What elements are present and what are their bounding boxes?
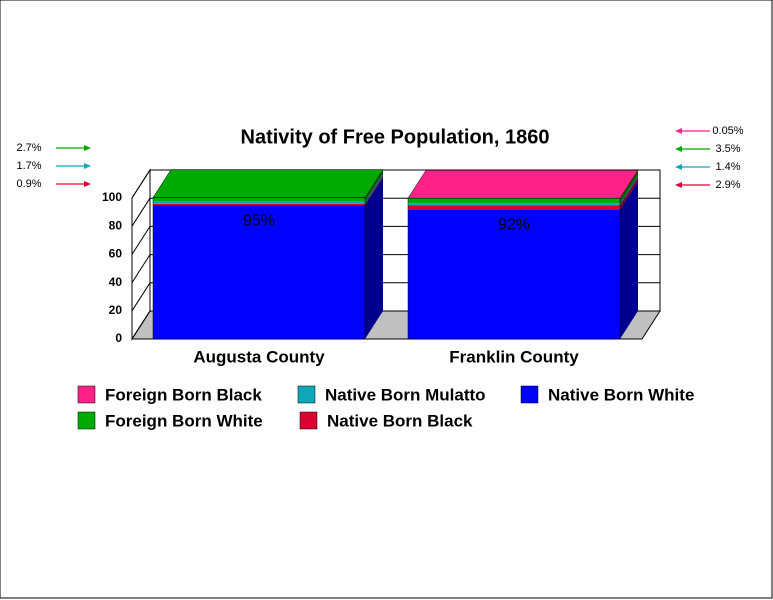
bar-side (620, 181, 638, 339)
bar-segment (153, 201, 365, 204)
legend-label: Foreign Born White (105, 411, 263, 430)
y-tick-label: 60 (109, 247, 123, 261)
bar-top (407, 169, 639, 199)
annotation-label: 0.9% (16, 178, 41, 190)
bar-outline (152, 197, 366, 340)
annotation-arrowhead (84, 181, 91, 187)
value-label: 95% (243, 212, 275, 229)
annotation-label: 2.7% (16, 142, 41, 154)
bar-segment (408, 205, 620, 210)
bar-segment (408, 209, 620, 339)
grid-line (131, 282, 151, 312)
y-tick-label: 80 (109, 218, 123, 232)
value-label: 92% (498, 216, 530, 233)
x-tick-label: Augusta County (193, 347, 325, 366)
bar-side (620, 170, 638, 204)
bar-side (365, 175, 383, 206)
bar-side (620, 177, 638, 210)
bar-side (365, 169, 383, 202)
y-tick-label: 0 (115, 331, 122, 345)
bar-segment (153, 203, 365, 206)
annotation-label: 1.7% (16, 160, 41, 172)
bar-side (365, 177, 383, 339)
legend-swatch (297, 385, 316, 404)
grid-line (131, 197, 151, 227)
grid-line (131, 226, 151, 255)
bar-side (365, 173, 383, 204)
legend-swatch (299, 411, 318, 430)
legend-label: Native Born Black (327, 411, 473, 430)
x-tick-label: Franklin County (449, 347, 579, 366)
annotation-arrowhead (675, 128, 682, 134)
annotation-arrowhead (675, 182, 682, 188)
bar-top (152, 169, 384, 198)
side-wall (131, 168, 151, 341)
y-tick-label: 40 (109, 275, 123, 289)
bar-segment (153, 197, 365, 202)
bar-outline (407, 197, 621, 340)
bar-segment (153, 205, 365, 339)
y-tick-label: 20 (109, 303, 123, 317)
legend-label: Native Born Mulatto (325, 385, 486, 404)
annotation-label: 0.05% (712, 125, 743, 137)
bar-side (620, 175, 638, 206)
bar-segment (408, 203, 620, 206)
legend-swatch (77, 385, 96, 404)
legend-swatch (520, 385, 539, 404)
annotation-arrowhead (84, 145, 91, 151)
annotation-arrowhead (675, 164, 682, 170)
grid-line (131, 169, 151, 199)
grid-line (131, 254, 151, 283)
annotation-arrowhead (675, 146, 682, 152)
legend-label: Native Born White (548, 385, 694, 404)
annotation-label: 1.4% (715, 161, 740, 173)
grid-line (131, 310, 151, 340)
bar-segment (408, 198, 620, 204)
annotation-arrowhead (84, 163, 91, 169)
legend-swatch (77, 411, 96, 430)
legend-label: Foreign Born Black (105, 385, 262, 404)
y-tick-label: 100 (102, 190, 122, 204)
annotation-label: 2.9% (715, 179, 740, 191)
chart-title: Nativity of Free Population, 1860 (241, 126, 550, 148)
annotation-label: 3.5% (715, 143, 740, 155)
